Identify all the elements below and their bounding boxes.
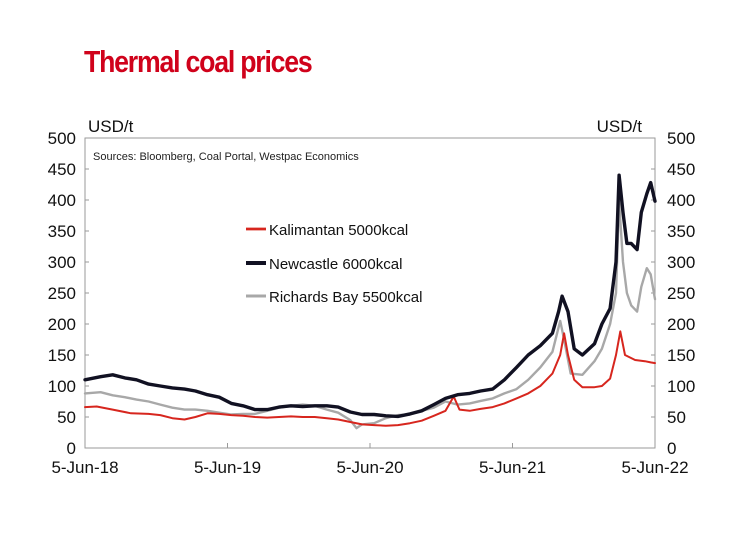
y-tick-label-right: 0 [667,439,676,458]
y-tick-label-left: 150 [48,346,76,365]
y-tick-label-right: 500 [667,129,695,148]
x-ticks: 5-Jun-18 5-Jun-19 5-Jun-20 5-Jun-21 5-Jun-22 [51,443,689,477]
right-axis-unit: USD/t [597,117,643,136]
x-tick-label: 5-Jun-22 [621,458,688,477]
y-tick-label-left: 100 [48,377,76,396]
x-tick-label: 5-Jun-18 [51,458,118,477]
legend: Kalimantan 5000kcal Newcastle 6000kcal Ric… [246,222,422,306]
y-tick-label-left: 350 [48,222,76,241]
left-y-ticks: 0 50 100 150 200 250 300 350 400 450 500 [48,129,89,458]
y-tick-label-right: 100 [667,377,695,396]
y-tick-label-left: 500 [48,129,76,148]
x-tick-label: 5-Jun-21 [479,458,546,477]
series-line-newcastle-6000kcal [83,173,657,419]
y-tick-label-left: 450 [48,160,76,179]
y-tick-label-right: 450 [667,160,695,179]
x-tick-label: 5-Jun-20 [336,458,403,477]
y-tick-label-left: 400 [48,191,76,210]
x-tick-label: 5-Jun-19 [194,458,261,477]
chart-title: Thermal coal prices [84,44,313,79]
y-tick-label-left: 300 [48,253,76,272]
series-lines [83,173,657,430]
legend-label: Kalimantan 5000kcal [269,222,408,239]
y-tick-label-right: 400 [667,191,695,210]
y-tick-label-right: 50 [667,408,686,427]
y-tick-label-right: 300 [667,253,695,272]
legend-label: Richards Bay 5500kcal [269,289,422,306]
y-tick-label-left: 0 [67,439,76,458]
legend-label: Newcastle 6000kcal [269,256,402,273]
left-axis-unit: USD/t [88,117,134,136]
y-tick-label-right: 150 [667,346,695,365]
y-tick-label-left: 50 [57,408,76,427]
series-line-kalimantan-5000kcal [84,330,656,427]
y-tick-label-right: 350 [667,222,695,241]
source-note: Sources: Bloomberg, Coal Portal, Westpac… [93,151,359,163]
y-tick-label-right: 200 [667,315,695,334]
y-tick-label-left: 250 [48,284,76,303]
y-tick-label-right: 250 [667,284,695,303]
right-y-ticks: 0 50 100 150 200 250 300 350 400 450 500 [651,129,695,458]
y-tick-label-left: 200 [48,315,76,334]
